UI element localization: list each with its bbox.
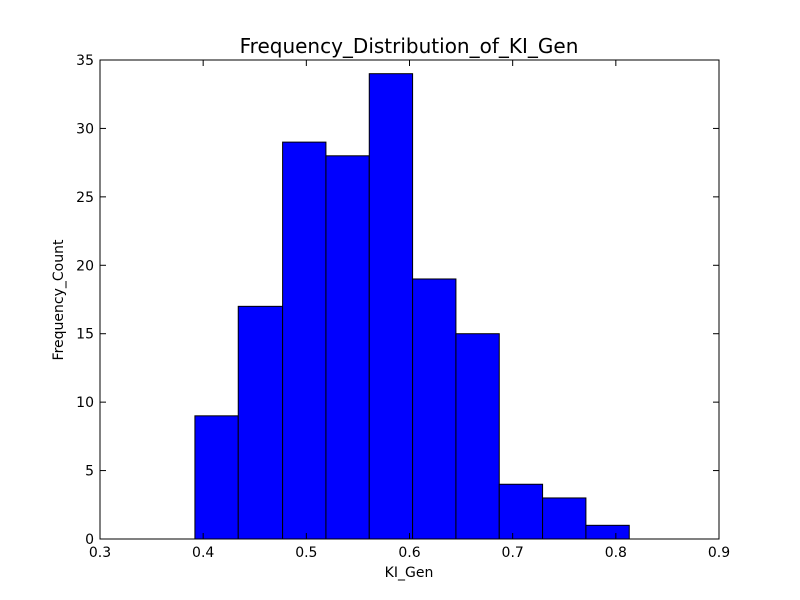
y-tick-label-2: 10	[76, 395, 94, 411]
histogram-bar-2	[237, 305, 284, 540]
y-tick-label-7: 35	[76, 53, 94, 69]
x-tick-label-6: 0.9	[708, 545, 730, 561]
y-axis-label: Frequency_Count	[51, 239, 67, 360]
histogram-bar-9	[542, 497, 587, 540]
histogram-bar-3	[282, 141, 327, 540]
bars-group	[194, 73, 630, 540]
y-tick-label-6: 30	[76, 121, 94, 137]
histogram-bar-10	[585, 524, 630, 540]
x-tick-label-0: 0.3	[89, 545, 111, 561]
y-tick-label-5: 25	[76, 190, 94, 206]
histogram-bar-5	[368, 73, 414, 540]
x-tick-label-2: 0.5	[295, 545, 317, 561]
histogram-bar-7	[455, 333, 500, 540]
y-tick-label-4: 20	[76, 258, 94, 274]
histogram-bar-4	[325, 155, 370, 540]
histogram-bar-6	[412, 278, 457, 540]
histogram-bar-8	[498, 483, 544, 540]
histogram-bar-1	[194, 415, 239, 540]
chart-title: Frequency_Distribution_of_KI_Gen	[240, 34, 579, 58]
plot-frame	[99, 59, 720, 540]
x-tick-label-3: 0.6	[398, 545, 420, 561]
x-tick-label-4: 0.7	[502, 545, 524, 561]
x-axis-label: KI_Gen	[385, 565, 434, 581]
y-tick-label-1: 5	[85, 464, 94, 480]
x-tick-label-1: 0.4	[192, 545, 214, 561]
y-tick-label-0: 0	[85, 532, 94, 548]
x-tick-label-5: 0.8	[605, 545, 627, 561]
y-tick-label-3: 15	[76, 327, 94, 343]
